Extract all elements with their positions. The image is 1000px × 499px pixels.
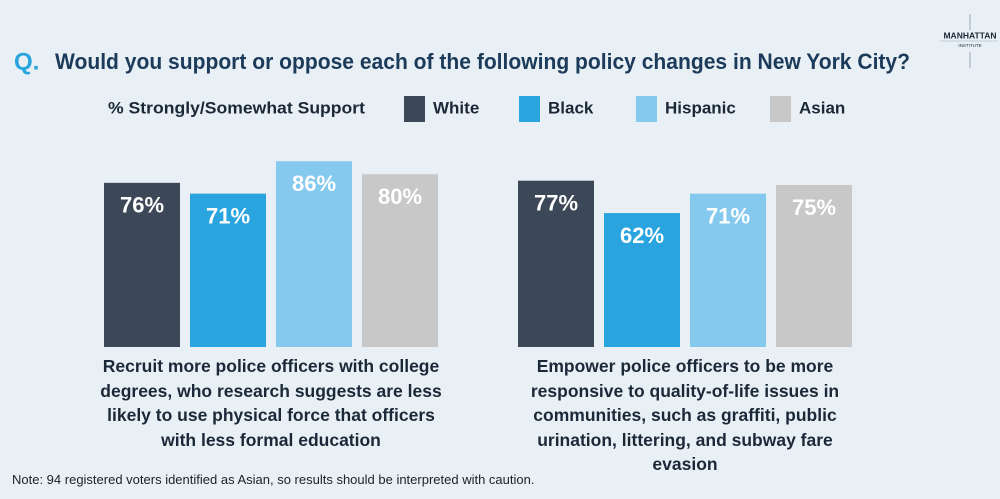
value-label: 62% [620,223,664,248]
category-label: Recruit more police officers with colleg… [100,356,442,450]
value-label: 71% [206,203,250,228]
note: Note: 94 registered voters identified as… [12,472,535,487]
bar [104,182,180,347]
legend-swatch [404,96,425,122]
value-label: 75% [792,195,836,220]
bar [690,193,766,347]
value-label: 71% [706,203,750,228]
logo-name: MANHATTAN [943,30,996,40]
bar [190,193,266,347]
legend-label: Hispanic [665,98,736,117]
value-label: 76% [120,193,164,218]
bar [276,161,352,347]
chart-title: Would you support or oppose each of the … [55,49,910,74]
value-label: 77% [534,190,578,215]
bar [518,180,594,347]
question-prefix: Q. [14,48,39,75]
legend-swatch [636,96,657,122]
bar [604,213,680,347]
legend-swatch [770,96,791,122]
value-label: 80% [378,184,422,209]
value-label: 86% [292,171,336,196]
legend-swatch [519,96,540,122]
legend-label: White [433,98,479,117]
bar [776,185,852,347]
bar [362,174,438,347]
legend-label: Asian [799,98,845,117]
category-label: Empower police officers to be more respo… [530,356,840,474]
legend-title: % Strongly/Somewhat Support [108,98,365,117]
legend-label: Black [548,98,594,117]
logo-sub: INSTITUTE [958,43,981,48]
